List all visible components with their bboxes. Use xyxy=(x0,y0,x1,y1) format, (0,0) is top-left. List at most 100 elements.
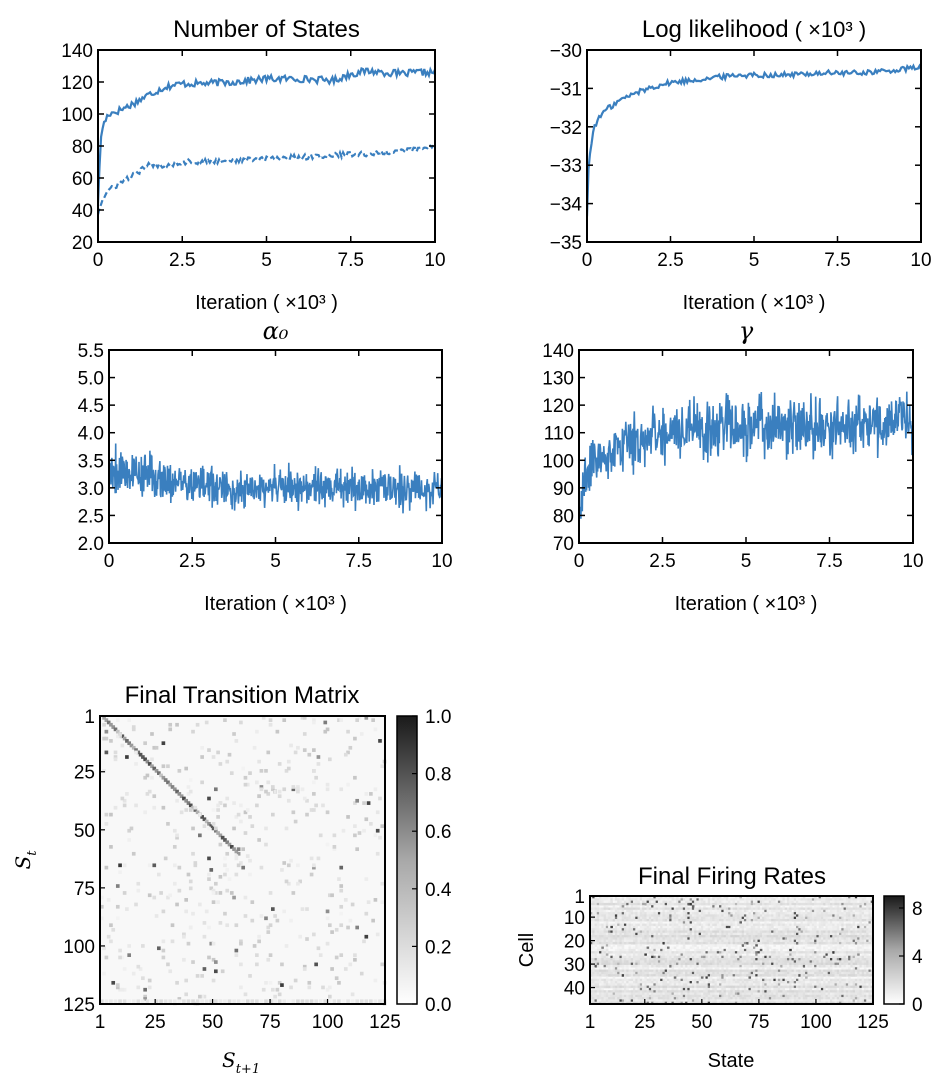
heatmap-cell xyxy=(764,946,767,950)
heatmap-cell xyxy=(118,999,122,1004)
heatmap-cell xyxy=(603,953,607,957)
heatmap-cell xyxy=(172,999,177,1004)
heatmap-cell xyxy=(642,946,645,950)
heatmap-cell xyxy=(696,925,699,929)
heatmap-cell xyxy=(685,909,688,913)
heatmap-cell xyxy=(714,909,718,913)
heatmap-cell xyxy=(373,999,378,1004)
heatmap-cell xyxy=(719,902,722,906)
heatmap-cell xyxy=(594,941,598,945)
series-gamma-line xyxy=(579,391,913,532)
heatmap-cell xyxy=(841,953,844,957)
heatmap-cell xyxy=(725,902,729,906)
heatmap-cell xyxy=(850,916,853,920)
heatmap-cell xyxy=(753,921,756,924)
heatmap-cell xyxy=(590,896,593,899)
heatmap-cell xyxy=(816,898,819,901)
heatmap-cell xyxy=(617,962,620,966)
heatmap-cell xyxy=(642,918,645,922)
heatmap-cell xyxy=(768,951,772,954)
x-axis-label-alpha0: Iteration ( ×10³ ) xyxy=(204,593,347,615)
heatmap-cell xyxy=(818,907,822,911)
heatmap-cell xyxy=(355,999,360,1004)
heatmap-cell xyxy=(669,905,672,908)
heatmap-cell xyxy=(291,891,296,895)
heatmap-cell xyxy=(610,964,613,968)
heatmap-cell xyxy=(691,962,695,966)
heatmap-cell xyxy=(694,960,697,963)
heatmap-cell xyxy=(651,962,654,966)
chart-title-gamma: γ xyxy=(739,317,754,345)
heatmap-cell xyxy=(102,946,106,951)
heatmap-cell xyxy=(369,792,373,796)
heatmap-cell xyxy=(805,914,808,917)
heatmap-cell xyxy=(120,743,125,748)
heatmap-cell xyxy=(793,912,797,915)
heatmap-cell xyxy=(175,835,179,840)
heatmap-cell xyxy=(746,969,749,973)
heatmap-cell xyxy=(757,900,761,904)
heatmap-cell xyxy=(599,941,602,945)
heatmap-cell xyxy=(737,955,740,959)
heatmap-cell xyxy=(277,980,282,985)
heatmap-cell xyxy=(807,944,810,947)
heatmap-cell xyxy=(628,928,632,931)
heatmap-cell xyxy=(768,967,772,970)
heatmap-cell xyxy=(839,896,842,899)
heatmap-cell xyxy=(834,930,838,934)
heatmap-cell xyxy=(612,914,616,917)
x-tick-label: 50 xyxy=(202,1012,223,1033)
heatmap-cell xyxy=(771,939,774,943)
heatmap-cell xyxy=(605,923,609,927)
heatmap-cell xyxy=(703,923,706,927)
heatmap-cell xyxy=(628,941,632,945)
heatmap-cell xyxy=(773,932,776,936)
heatmap-cell xyxy=(599,916,602,920)
heatmap-cell xyxy=(145,792,150,796)
heatmap-cell xyxy=(709,976,713,980)
heatmap-cell xyxy=(850,923,853,927)
heatmap-cell xyxy=(820,907,824,911)
heatmap-cell xyxy=(612,974,616,977)
heatmap-cell xyxy=(621,905,625,908)
heatmap-cell xyxy=(680,898,684,901)
heatmap-cell xyxy=(854,951,858,954)
heatmap-cell xyxy=(732,939,736,943)
heatmap-cell xyxy=(805,928,808,931)
heatmap-cell xyxy=(628,964,632,968)
heatmap-cell xyxy=(802,912,806,915)
heatmap-cell xyxy=(743,948,747,952)
heatmap-cell xyxy=(825,941,829,945)
heatmap-cell xyxy=(843,907,847,911)
heatmap-cell xyxy=(827,969,831,973)
heatmap-cell xyxy=(296,787,300,792)
heatmap-cell xyxy=(655,914,659,917)
heatmap-cell xyxy=(707,962,711,966)
heatmap-cell xyxy=(106,720,111,725)
heatmap-cell xyxy=(730,916,733,920)
heatmap-cell xyxy=(818,955,822,959)
heatmap-cell xyxy=(723,948,727,952)
heatmap-cell xyxy=(802,898,806,901)
heatmap-cell xyxy=(648,937,652,940)
heatmap-cell xyxy=(829,948,833,952)
heatmap-cell xyxy=(762,937,765,940)
heatmap-cell xyxy=(768,896,772,899)
heatmap-cell xyxy=(757,905,761,908)
heatmap-cell xyxy=(832,921,835,924)
heatmap-cell xyxy=(234,923,239,928)
heatmap-cell xyxy=(868,928,872,931)
heatmap-cell xyxy=(651,909,654,913)
heatmap-cell xyxy=(823,953,826,957)
heatmap-cell xyxy=(685,930,688,934)
heatmap-cell xyxy=(234,815,239,819)
heatmap-cell xyxy=(814,912,817,915)
heatmap-cell xyxy=(147,789,152,794)
heatmap-cell xyxy=(660,953,663,957)
heatmap-cell xyxy=(836,946,840,950)
heatmap-cell xyxy=(685,905,688,908)
heatmap-cell xyxy=(802,958,806,961)
heatmap-cell xyxy=(646,935,650,938)
heatmap-cell xyxy=(639,958,643,961)
heatmap-cell xyxy=(134,803,138,808)
